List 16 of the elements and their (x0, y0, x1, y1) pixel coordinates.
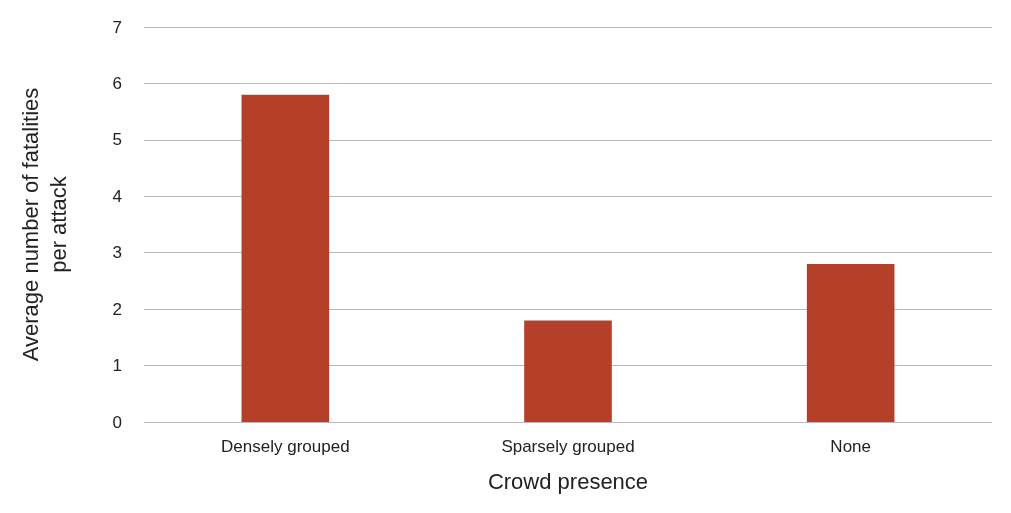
bar (524, 320, 612, 422)
x-axis-title: Crowd presence (487, 468, 649, 494)
x-tick-label: None (830, 437, 871, 456)
y-tick-label: 4 (112, 186, 122, 206)
y-tick-label: 3 (112, 243, 122, 263)
bar (806, 264, 895, 422)
y-tick-label: 0 (112, 412, 122, 432)
y-tick-label: 2 (112, 299, 122, 319)
y-tick-label: 6 (112, 73, 122, 93)
y-tick-label: 5 (112, 130, 122, 150)
y-axis-title: Average number of fatalities per attack (17, 87, 71, 362)
bar (241, 94, 330, 422)
x-tick-label: Sparsely grouped (501, 437, 635, 456)
x-tick-label: Densely grouped (221, 437, 350, 456)
y-tick-label: 7 (112, 17, 122, 37)
y-tick-label: 1 (112, 356, 122, 376)
